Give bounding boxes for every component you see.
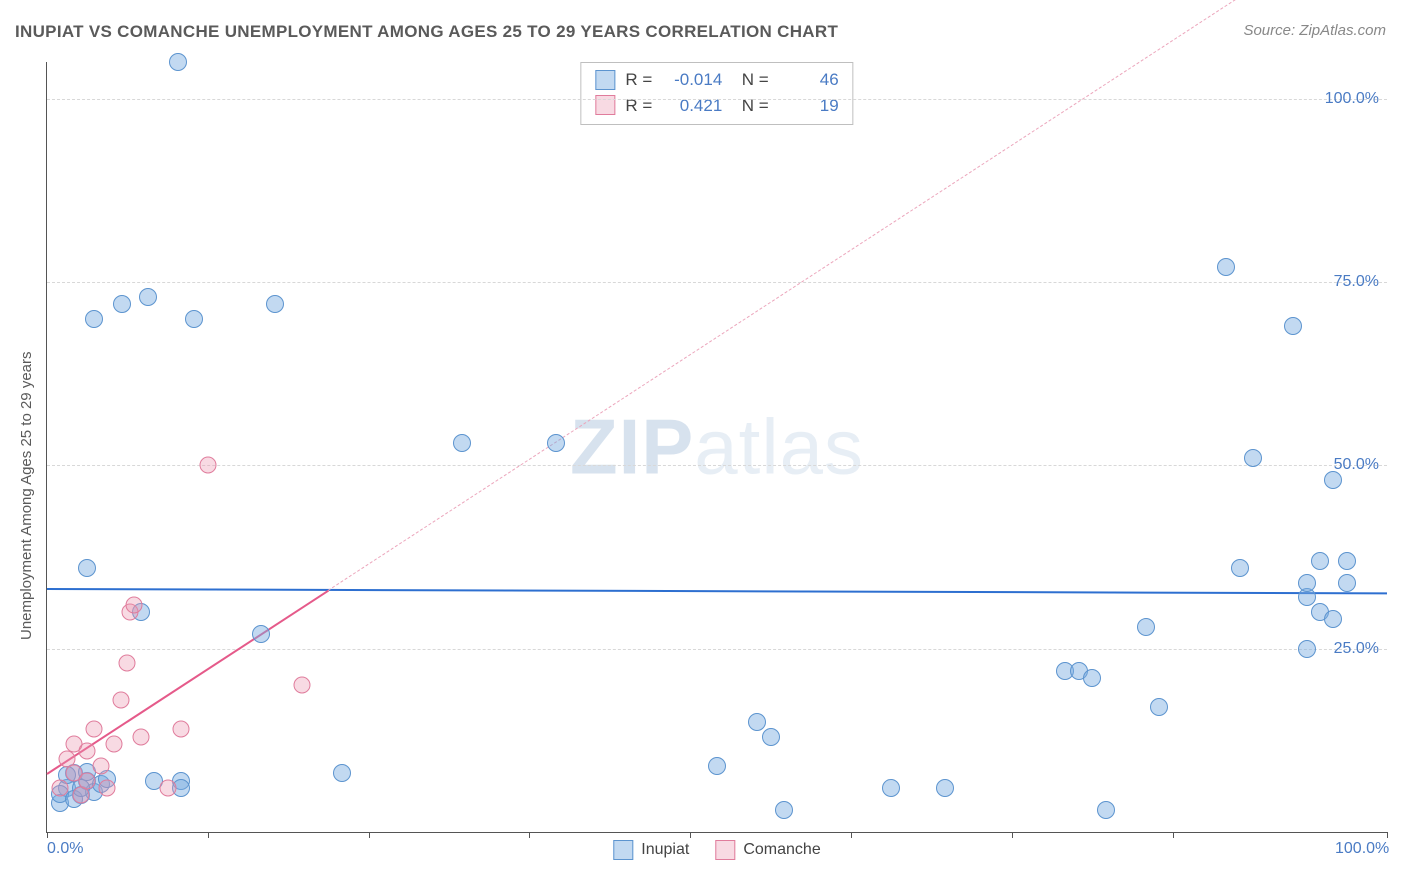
data-point: [252, 625, 270, 643]
gridline: [47, 649, 1387, 650]
data-point: [936, 779, 954, 797]
data-point: [1298, 640, 1316, 658]
data-point: [112, 692, 129, 709]
swatch-icon: [613, 840, 633, 860]
data-point: [78, 559, 96, 577]
trend-line: [47, 588, 1387, 594]
data-point: [333, 764, 351, 782]
data-point: [92, 758, 109, 775]
stats-row-comanche: R =0.421 N =19: [595, 93, 838, 119]
data-point: [547, 434, 565, 452]
data-point: [1324, 610, 1342, 628]
data-point: [159, 780, 176, 797]
gridline: [47, 99, 1387, 100]
watermark: ZIPatlas: [570, 402, 864, 493]
x-tick-mark: [1387, 832, 1388, 838]
x-tick-mark: [1173, 832, 1174, 838]
data-point: [126, 596, 143, 613]
legend: Inupiat Comanche: [613, 840, 820, 860]
x-tick-label: 0.0%: [47, 840, 83, 858]
data-point: [1083, 669, 1101, 687]
data-point: [139, 288, 157, 306]
trend-line: [328, 0, 1387, 591]
data-point: [1217, 258, 1235, 276]
data-point: [1324, 471, 1342, 489]
stats-row-inupiat: R =-0.014 N =46: [595, 67, 838, 93]
data-point: [52, 780, 69, 797]
data-point: [1298, 574, 1316, 592]
x-tick-mark: [369, 832, 370, 838]
y-tick-label: 25.0%: [1334, 640, 1379, 658]
data-point: [1150, 698, 1168, 716]
data-point: [132, 728, 149, 745]
x-tick-mark: [1012, 832, 1013, 838]
x-tick-mark: [690, 832, 691, 838]
chart-title: INUPIAT VS COMANCHE UNEMPLOYMENT AMONG A…: [15, 22, 838, 42]
data-point: [185, 310, 203, 328]
data-point: [708, 757, 726, 775]
y-tick-label: 50.0%: [1334, 456, 1379, 474]
x-tick-mark: [529, 832, 530, 838]
data-point: [199, 457, 216, 474]
data-point: [119, 655, 136, 672]
x-tick-label: 100.0%: [1335, 840, 1389, 858]
scatter-chart: ZIPatlas R =-0.014 N =46 R =0.421 N =19 …: [46, 62, 1387, 833]
y-tick-label: 75.0%: [1334, 273, 1379, 291]
correlation-stats-box: R =-0.014 N =46 R =0.421 N =19: [580, 62, 853, 125]
data-point: [106, 736, 123, 753]
data-point: [882, 779, 900, 797]
data-point: [85, 310, 103, 328]
swatch-icon: [715, 840, 735, 860]
x-tick-mark: [47, 832, 48, 838]
data-point: [72, 787, 89, 804]
x-tick-mark: [851, 832, 852, 838]
y-axis-label: Unemployment Among Ages 25 to 29 years: [18, 351, 35, 640]
data-point: [113, 295, 131, 313]
data-point: [169, 53, 187, 71]
legend-item-comanche: Comanche: [715, 840, 820, 860]
data-point: [1338, 574, 1356, 592]
data-point: [85, 721, 102, 738]
x-tick-mark: [208, 832, 209, 838]
data-point: [99, 780, 116, 797]
data-point: [1284, 317, 1302, 335]
data-point: [1311, 552, 1329, 570]
gridline: [47, 465, 1387, 466]
data-point: [173, 721, 190, 738]
data-point: [1244, 449, 1262, 467]
data-point: [1338, 552, 1356, 570]
data-point: [453, 434, 471, 452]
swatch-icon: [595, 70, 615, 90]
data-point: [762, 728, 780, 746]
data-point: [79, 743, 96, 760]
data-point: [79, 772, 96, 789]
legend-item-inupiat: Inupiat: [613, 840, 689, 860]
data-point: [775, 801, 793, 819]
data-point: [1097, 801, 1115, 819]
data-point: [748, 713, 766, 731]
data-point: [1137, 618, 1155, 636]
data-point: [1231, 559, 1249, 577]
source-attribution: Source: ZipAtlas.com: [1243, 22, 1386, 39]
y-tick-label: 100.0%: [1325, 90, 1379, 108]
data-point: [293, 677, 310, 694]
data-point: [266, 295, 284, 313]
gridline: [47, 282, 1387, 283]
